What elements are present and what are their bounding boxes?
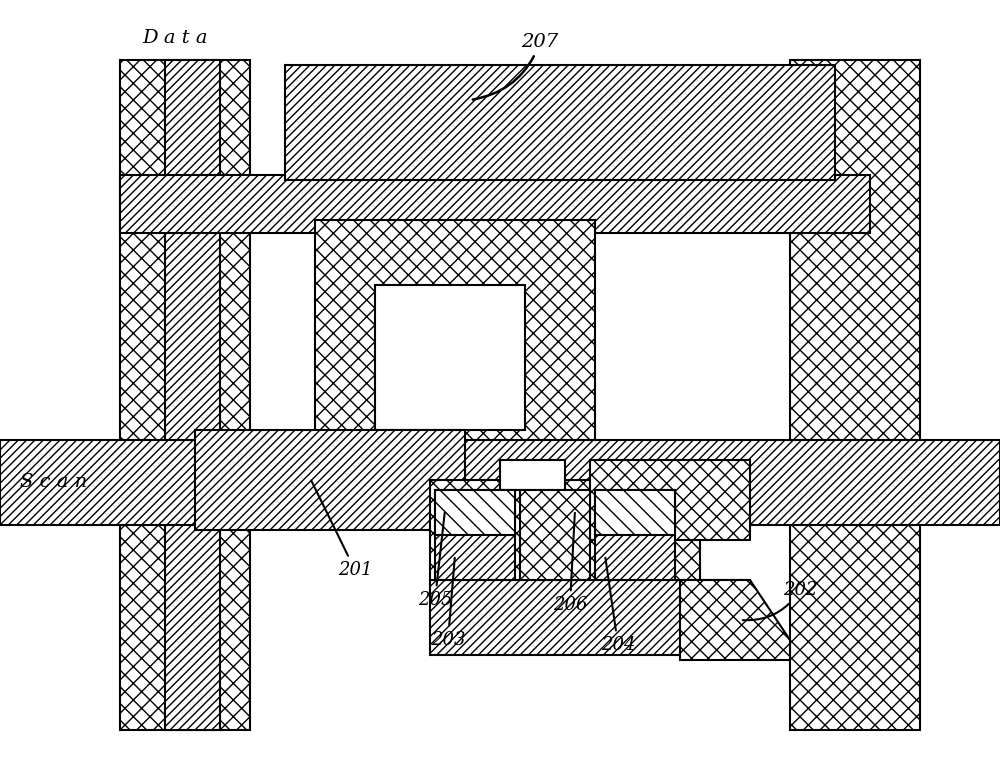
Text: 203: 203 [431, 557, 465, 649]
Bar [595, 490, 675, 535]
Bar [790, 60, 920, 730]
Bar [430, 480, 700, 590]
Text: 201: 201 [311, 481, 372, 579]
Text: 207: 207 [473, 33, 559, 100]
Text: 204: 204 [601, 557, 635, 654]
Text: 202: 202 [743, 581, 817, 620]
Bar [195, 430, 465, 530]
Text: S c a n: S c a n [20, 473, 87, 491]
Polygon shape [680, 580, 790, 660]
Text: D a t a: D a t a [142, 29, 208, 47]
Bar [435, 490, 515, 580]
Text: 205: 205 [418, 513, 452, 609]
Bar [520, 490, 590, 580]
Bar [120, 175, 870, 233]
Bar [165, 60, 220, 730]
Bar [500, 460, 565, 490]
Bar [595, 490, 675, 580]
Bar [435, 490, 515, 535]
Text: 206: 206 [553, 513, 587, 614]
Bar [375, 285, 525, 430]
Bar [0, 440, 1000, 525]
Bar [430, 580, 750, 655]
Bar [590, 460, 750, 540]
Bar [315, 220, 595, 500]
Bar [285, 65, 835, 180]
Bar [120, 60, 250, 730]
